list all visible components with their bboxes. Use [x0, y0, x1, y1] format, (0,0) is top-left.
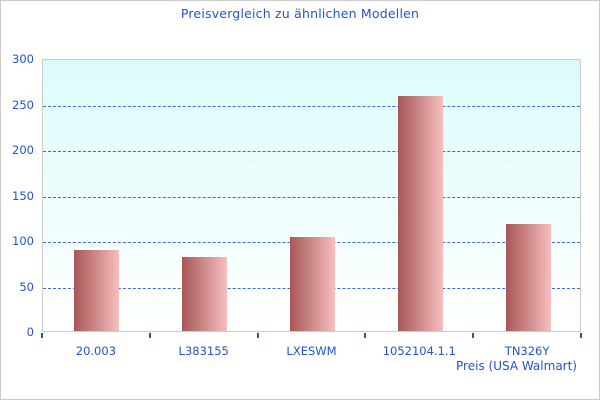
x-axis-category-label-L383155: L383155: [178, 344, 229, 358]
x-axis-tick: [472, 333, 475, 338]
bar-TN326Y: [505, 223, 551, 331]
bar-20.003: [74, 250, 120, 331]
bar-L383155: [182, 257, 228, 331]
y-axis-tick-label-100: 100: [12, 234, 34, 248]
gridline-150: [43, 196, 580, 198]
x-axis-category-label-20.003: 20.003: [75, 344, 117, 358]
x-axis-category-label-LXESWM: LXESWM: [286, 344, 337, 358]
x-axis-title: Preis (USA Walmart): [456, 359, 577, 373]
y-axis-tick-label-0: 0: [26, 325, 34, 339]
y-axis-tick-label-50: 50: [19, 279, 34, 294]
x-axis-tick: [41, 333, 43, 338]
y-axis-tick-label-300: 300: [12, 52, 34, 66]
bar-1052104.1.1: [397, 96, 443, 331]
x-axis-category-label-1052104.1.1: 1052104.1.1: [382, 344, 456, 358]
x-axis-tick: [256, 333, 259, 338]
gridline-200: [43, 151, 580, 152]
x-axis-tick: [148, 333, 151, 338]
x-axis-tick: [364, 333, 367, 338]
bar-LXESWM: [290, 237, 335, 331]
y-axis-tick-label-250: 250: [12, 97, 34, 112]
gridline-250: [43, 105, 580, 107]
x-axis-category-label-TN326Y: TN326Y: [504, 344, 550, 358]
x-axis-tick: [580, 333, 582, 338]
y-axis-tick-label-150: 150: [12, 188, 34, 203]
y-axis-tick-label-200: 200: [12, 143, 34, 157]
chart-title: Preisvergleich zu ähnlichen Modellen: [180, 6, 420, 21]
plot-area: [42, 59, 581, 332]
